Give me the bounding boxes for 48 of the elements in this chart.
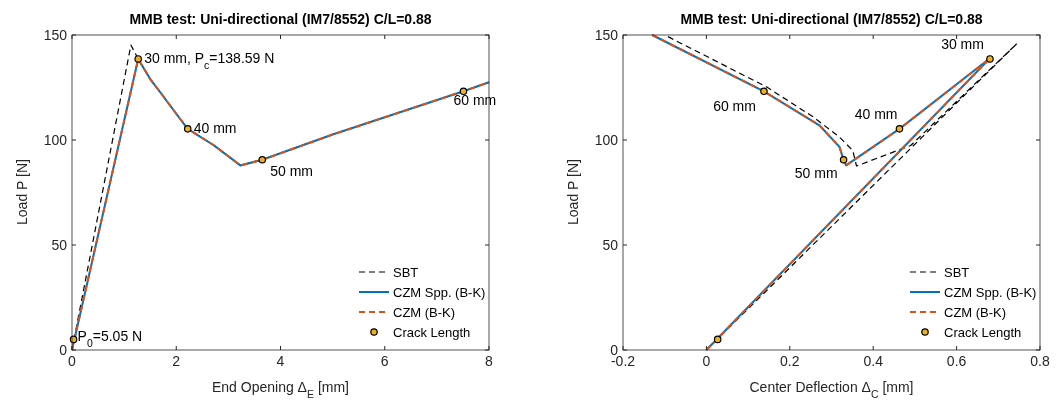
legend-label: Crack Length — [393, 325, 471, 340]
legend-label: CZM Spp. (B-K) — [944, 285, 1037, 300]
annotation: 60 mm — [453, 92, 497, 109]
point — [258, 155, 267, 164]
legend-label: SBT — [944, 265, 970, 280]
annotation: 50 mm — [270, 162, 314, 179]
x-tick-label: 6 — [380, 353, 389, 369]
legend-label: CZM (B-K) — [944, 305, 1007, 320]
legend-label: CZM Spp. (B-K) — [393, 285, 486, 300]
x-tick-label: 0 — [702, 353, 711, 369]
annotation: 60 mm — [713, 98, 756, 115]
legend-label: SBT — [393, 265, 419, 280]
x-tick-label: 0.6 — [946, 353, 967, 369]
annotation: 40 mm — [193, 119, 237, 136]
y-tick-label: 100 — [43, 132, 68, 148]
y-tick-label: 50 — [602, 237, 619, 253]
x-tick-label: 2 — [172, 353, 181, 369]
annotation: 30 mm, P$_{c}$=138.59 N — [144, 49, 275, 71]
y-tick-label: 150 — [594, 27, 619, 43]
annotation: 50 mm — [794, 164, 838, 181]
y-axis-title: Load P [N] — [14, 159, 30, 225]
x-tick-label: 0.4 — [863, 353, 884, 369]
y-tick-label: 0 — [59, 342, 68, 358]
annotation: P$_{0}$=5.05 N — [77, 328, 143, 350]
y-tick-label: 100 — [594, 132, 619, 148]
annotation: 40 mm — [854, 105, 898, 122]
annotation: 30 mm — [941, 35, 984, 52]
legend-label: Crack Length — [944, 325, 1022, 340]
x-tick-label: 8 — [485, 353, 494, 369]
point — [760, 87, 768, 96]
x-axis-title: End Opening Δ$_{E}$ [mm] — [212, 379, 349, 400]
chart-title: MMB test: Uni-directional (IM7/8552) C/L=0.88 — [129, 11, 432, 27]
y-axis-title: Load P [N] — [565, 159, 581, 225]
x-axis-title: Center Deflection Δ$_{C}$ [mm] — [749, 379, 914, 400]
x-tick-label: 0.2 — [780, 353, 800, 369]
x-tick-label: 4 — [276, 353, 285, 369]
y-tick-label: 50 — [51, 237, 68, 253]
point — [895, 125, 904, 133]
point — [839, 155, 848, 164]
chart-title: MMB test: Uni-directional (IM7/8552) C/L=0.88 — [680, 11, 983, 27]
y-tick-label: 150 — [43, 27, 68, 43]
point — [713, 335, 722, 344]
point — [134, 55, 142, 63]
point — [183, 125, 192, 133]
legend-label: CZM (B-K) — [393, 305, 456, 320]
x-tick-label: 0.8 — [1030, 353, 1050, 369]
y-tick-label: 0 — [610, 342, 619, 358]
point — [986, 55, 994, 63]
